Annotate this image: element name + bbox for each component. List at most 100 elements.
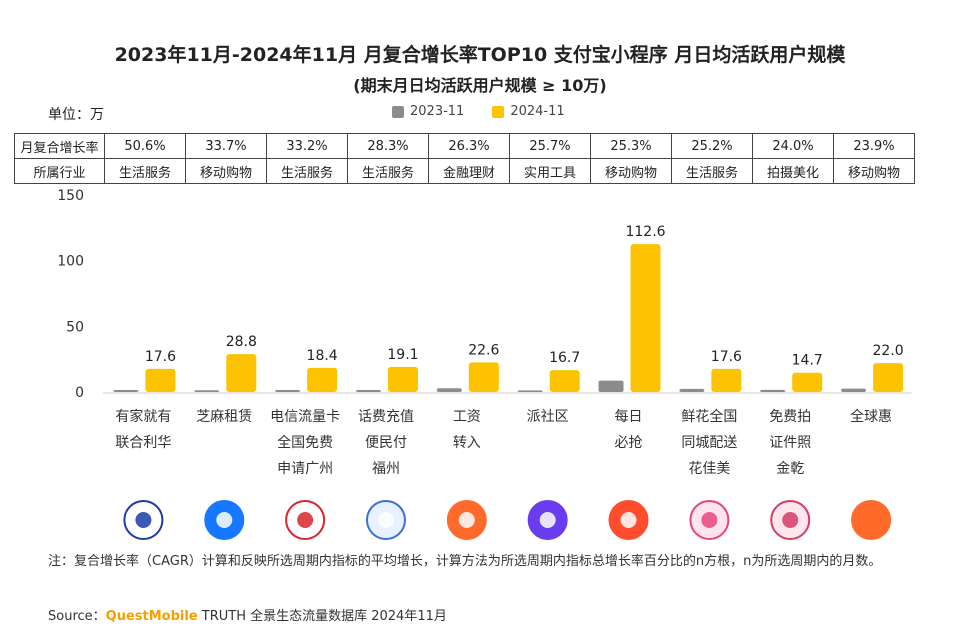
industry-cell: 生活服务 <box>671 158 753 184</box>
x-category-label: 每日 <box>615 409 643 425</box>
growth-cell: 33.7% <box>185 133 267 159</box>
x-category-label: 联合利华 <box>115 435 171 451</box>
data-label: 18.4 <box>307 348 338 364</box>
x-category-label: 电信流量卡 <box>270 409 340 425</box>
legend-swatch-2023 <box>392 105 404 118</box>
growth-cell: 25.2% <box>671 133 753 159</box>
source-brand: QuestMobile <box>105 609 198 624</box>
shopping-bag-icon <box>851 500 892 540</box>
y-tick-label: 150 <box>57 188 84 204</box>
x-category-label: 派社区 <box>527 409 569 425</box>
bar-2023 <box>679 388 705 392</box>
bar-2024 <box>630 244 661 392</box>
industry-cell: 移动购物 <box>185 158 267 184</box>
growth-cell: 33.2% <box>266 133 348 159</box>
industry-cell: 拍摄美化 <box>752 158 834 184</box>
bar-2024 <box>549 370 580 392</box>
bar-2023 <box>760 389 786 392</box>
bar-2024 <box>468 362 499 392</box>
growth-cell: 28.3% <box>347 133 429 159</box>
x-category-label: 鲜花全国 <box>681 408 737 425</box>
x-category-label: 转入 <box>453 435 481 451</box>
flower-logo-icon <box>689 500 730 540</box>
x-category-label: 申请广州 <box>277 461 333 477</box>
legend-item-2024: 2024-11 <box>492 104 565 119</box>
growth-cell: 23.9% <box>833 133 915 159</box>
growth-cell: 25.7% <box>509 133 591 159</box>
legend-label-2023: 2023-11 <box>410 104 465 119</box>
industry-cell: 金融理财 <box>428 158 510 184</box>
growth-row: 月复合增长率 50.6% 33.7% 33.2% 28.3% 26.3% 25.… <box>14 133 915 159</box>
x-category-label: 证件照 <box>769 435 811 451</box>
x-category-label: 工资 <box>453 409 481 425</box>
bar-2023 <box>275 390 301 392</box>
data-label: 22.6 <box>468 342 499 358</box>
bar-2024 <box>387 366 418 392</box>
blue-rent-icon <box>204 500 245 540</box>
y-tick-label: 0 <box>75 385 84 401</box>
telecom-logo-icon <box>285 500 326 540</box>
bar-2024 <box>711 368 742 392</box>
x-category-label: 便民付 <box>365 435 407 451</box>
orange-wallet-icon <box>446 500 487 540</box>
x-category-label: 全国免费 <box>277 434 333 451</box>
footnote: 注：复合增长率（CAGR）计算和反映所选周期内指标的平均增长，计算方法为所选周期… <box>48 554 882 569</box>
data-label: 19.1 <box>387 347 418 363</box>
industry-cell: 实用工具 <box>509 158 591 184</box>
industry-cell: 移动购物 <box>590 158 672 184</box>
x-category-label: 话费充值 <box>358 409 414 425</box>
growth-cell: 50.6% <box>104 133 186 159</box>
info-table: 月复合增长率 50.6% 33.7% 33.2% 28.3% 26.3% 25.… <box>14 133 915 184</box>
flash-clock-icon <box>608 500 649 540</box>
unilever-logo-icon <box>123 500 164 540</box>
industry-row: 所属行业 生活服务 移动购物 生活服务 生活服务 金融理财 实用工具 移动购物 … <box>14 158 915 184</box>
bar-2023 <box>194 390 220 392</box>
growth-cell: 25.3% <box>590 133 672 159</box>
growth-cell: 26.3% <box>428 133 510 159</box>
x-category-label: 金乾 <box>776 461 804 477</box>
recharge-icon <box>365 500 406 540</box>
x-category-label: 福州 <box>372 461 400 477</box>
growth-row-header: 月复合增长率 <box>14 133 105 159</box>
x-category-label: 花佳美 <box>688 461 730 477</box>
legend-label-2024: 2024-11 <box>510 104 565 119</box>
legend: 2023-11 2024-11 <box>392 104 565 119</box>
girl-portrait-icon <box>770 500 811 540</box>
source-prefix: Source： <box>48 609 106 624</box>
bar-2024 <box>307 367 338 392</box>
growth-cell: 24.0% <box>752 133 834 159</box>
chart-title: 2023年11月-2024年11月 月复合增长率TOP10 支付宝小程序 月日均… <box>114 44 846 66</box>
unit-label: 单位：万 <box>48 107 104 123</box>
x-category-label: 免费拍 <box>769 409 811 425</box>
legend-item-2023: 2023-11 <box>392 104 464 119</box>
bar-2024 <box>226 354 257 392</box>
data-label: 14.7 <box>792 353 823 369</box>
bar-2023 <box>841 388 867 392</box>
data-label: 22.0 <box>872 343 903 359</box>
legend-swatch-2024 <box>492 105 505 118</box>
x-category-label: 全球惠 <box>850 408 892 425</box>
x-category-label: 同城配送 <box>681 435 737 451</box>
source-rest: TRUTH 全景生态流量数据库 2024年11月 <box>197 609 447 624</box>
bar-2023 <box>517 390 543 392</box>
x-category-label: 芝麻租赁 <box>196 409 252 425</box>
data-label: 112.6 <box>625 224 665 240</box>
bar-2023 <box>436 388 462 392</box>
chart-subtitle: (期末月日均活跃用户规模 ≥ 10万) <box>353 76 607 95</box>
data-label: 17.6 <box>711 349 742 365</box>
data-label: 28.8 <box>226 334 257 350</box>
industry-cell: 生活服务 <box>266 158 348 184</box>
bar-2023 <box>113 390 139 392</box>
y-tick-label: 50 <box>66 319 84 335</box>
industry-row-header: 所属行业 <box>14 158 105 184</box>
bar-2023 <box>355 390 381 392</box>
source-line: Source：QuestMobile TRUTH 全景生态流量数据库 2024年… <box>48 605 447 624</box>
bar-2024 <box>873 363 904 392</box>
bar-2023 <box>598 380 624 392</box>
x-category-label: 必抢 <box>615 434 643 451</box>
bar-2024 <box>145 368 176 392</box>
industry-cell: 生活服务 <box>347 158 429 184</box>
bar-2024 <box>792 372 823 392</box>
purple-planet-icon <box>527 500 568 540</box>
industry-cell: 移动购物 <box>833 158 915 184</box>
